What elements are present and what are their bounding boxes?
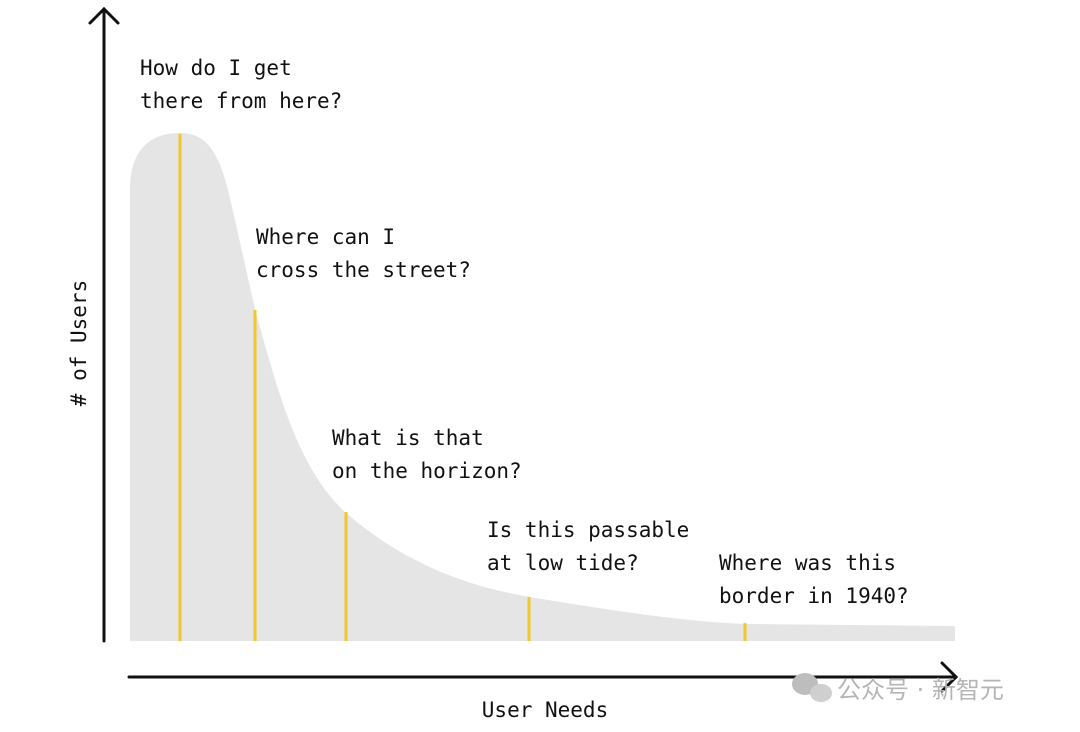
annotation: What is that on the horizon? [332, 426, 522, 483]
annotation-line: there from here? [140, 89, 342, 113]
y-axis-label: # of Users [67, 280, 91, 406]
watermark: 公众号 · 新智元 [837, 676, 1004, 704]
annotation-line: on the horizon? [332, 459, 522, 483]
annotation-line: How do I get [140, 56, 292, 80]
highlight-lines [178, 134, 747, 641]
annotation-line: border in 1940? [719, 584, 909, 608]
annotation: Where was this border in 1940? [719, 551, 909, 608]
annotation-line: at low tide? [487, 551, 639, 575]
annotation-line: What is that [332, 426, 484, 450]
long-tail-area [130, 133, 955, 641]
annotation-line: cross the street? [256, 258, 471, 282]
axes [88, 6, 959, 693]
watermark-icon [792, 673, 832, 702]
annotation: Where can I cross the street? [256, 225, 471, 282]
annotation-line: Where can I [256, 225, 395, 249]
annotation: How do I get there from here? [140, 56, 342, 113]
annotation-line: Where was this [719, 551, 896, 575]
annotation-line: Is this passable [487, 518, 689, 542]
x-axis-label: User Needs [482, 698, 608, 722]
y-axis-arrow [88, 6, 120, 25]
x-axis-arrow [940, 661, 959, 693]
annotation: Is this passable at low tide? [487, 518, 702, 575]
